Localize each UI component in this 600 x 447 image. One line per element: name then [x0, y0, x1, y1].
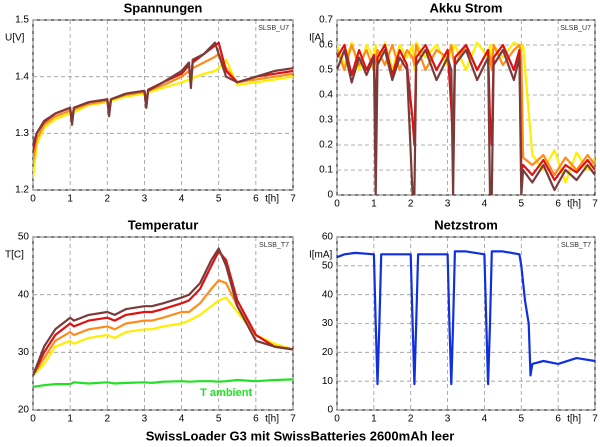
x-tick-label: 4	[482, 199, 488, 210]
x-tick-label: 0	[334, 199, 340, 210]
series-line	[337, 43, 595, 177]
x-tick-label: 7	[592, 414, 598, 425]
x-tick-label: 1	[67, 414, 73, 425]
x-tick-label: 5	[216, 414, 222, 425]
x-tick-label: 0	[30, 194, 36, 205]
x-tick-label: 2	[105, 194, 111, 205]
x-tick-label: 1	[371, 414, 377, 425]
panel-title: Akku Strom	[430, 0, 503, 15]
panel-title: Temperatur	[128, 217, 199, 232]
y-tick-label: 1.3	[15, 128, 29, 139]
x-tick-label: 0	[334, 414, 340, 425]
y-tick-label: 1.4	[15, 71, 29, 82]
panel-note: SLSB_U7	[258, 25, 289, 32]
y-tick-label: 30	[18, 347, 30, 358]
x-tick-label: 6	[253, 194, 259, 205]
y-axis-label: I[mA]	[309, 250, 333, 261]
x-tick-label: 7	[290, 194, 296, 205]
panel-note: SLSB_T7	[561, 242, 591, 249]
panel-note: SLSB_U7	[560, 25, 591, 32]
x-tick-label: 0	[30, 414, 36, 425]
x-tick-label: 3	[445, 199, 451, 210]
series-line	[33, 296, 293, 377]
y-axis-label: U[V]	[5, 33, 25, 44]
series-label: T ambient	[200, 387, 252, 399]
series-line	[337, 48, 595, 195]
panel: Temperatur 20 30 40 50 0 1 2 3 4 5 6 7 t[h] T[C] SLSB_T…	[5, 217, 296, 424]
y-tick-label: 1.2	[15, 185, 29, 196]
x-tick-label: 6	[253, 414, 259, 425]
y-tick-label: 0.1	[319, 165, 333, 176]
x-axis-label: t[h]	[265, 414, 279, 425]
series-line	[33, 247, 293, 376]
y-tick-label: 40	[18, 289, 30, 300]
panel: Netzstrom 0 10 20 30 40 50 60 0 1 2 3 4 5 6 7 t[h] I[mA] S…	[309, 217, 598, 424]
panel-title: Spannungen	[124, 0, 203, 15]
x-tick-label: 4	[179, 194, 185, 205]
x-tick-label: 1	[371, 199, 377, 210]
x-tick-label: 7	[592, 199, 598, 210]
panel-title: Netzstrom	[434, 217, 498, 232]
panel: Akku Strom 0 0.1 0.2 0.3 0.4 0.5 0.6 0.7 0 1 2 3 4 5 6 7…	[309, 0, 598, 209]
series-line	[33, 279, 293, 376]
y-tick-label: 0.4	[319, 90, 333, 101]
y-tick-label: 0.5	[319, 65, 333, 76]
y-tick-label: 10	[322, 376, 334, 387]
y-axis-label: I[A]	[309, 33, 324, 44]
y-axis-label: T[C]	[5, 250, 24, 261]
y-tick-label: 30	[322, 318, 334, 329]
series-line	[33, 378, 293, 388]
y-tick-label: 20	[322, 347, 334, 358]
x-axis-label: t[h]	[567, 199, 581, 210]
y-tick-label: 50	[322, 260, 334, 271]
x-tick-label: 6	[555, 414, 561, 425]
y-tick-label: 60	[322, 232, 334, 243]
y-tick-label: 20	[18, 405, 30, 416]
x-tick-label: 5	[519, 199, 525, 210]
series-line	[337, 250, 595, 386]
y-tick-label: 0.3	[319, 115, 333, 126]
x-tick-label: 4	[482, 414, 488, 425]
x-tick-label: 3	[142, 414, 148, 425]
x-tick-label: 3	[142, 194, 148, 205]
y-tick-label: 1.5	[15, 15, 29, 26]
y-tick-label: 50	[18, 232, 30, 243]
y-tick-label: 0.2	[319, 140, 333, 151]
series-line	[33, 41, 293, 146]
x-tick-label: 6	[555, 199, 561, 210]
plot-area	[32, 19, 294, 191]
caption: SwissLoader G3 mit SwissBatteries 2600mA…	[146, 428, 455, 443]
x-tick-label: 5	[216, 194, 222, 205]
panel-note: SLSB_T7	[259, 242, 289, 249]
y-tick-label: 40	[322, 289, 334, 300]
x-tick-label: 5	[519, 414, 525, 425]
x-tick-label: 4	[179, 414, 185, 425]
x-tick-label: 7	[290, 414, 296, 425]
y-tick-label: 0.6	[319, 40, 333, 51]
y-tick-label: 0	[327, 405, 333, 416]
x-tick-label: 2	[105, 414, 111, 425]
x-tick-label: 3	[445, 414, 451, 425]
x-tick-label: 1	[67, 194, 73, 205]
x-axis-label: t[h]	[265, 194, 279, 205]
y-tick-label: 0.7	[319, 15, 333, 26]
x-axis-label: t[h]	[567, 414, 581, 425]
panel: Spannungen 1.2 1.3 1.4 1.5 0 1 2 3 4 5 6 7 t[h] U[V] SL…	[5, 0, 296, 204]
y-tick-label: 0	[327, 190, 333, 201]
series-line	[33, 250, 293, 376]
x-tick-label: 2	[408, 414, 414, 425]
x-tick-label: 2	[408, 199, 414, 210]
